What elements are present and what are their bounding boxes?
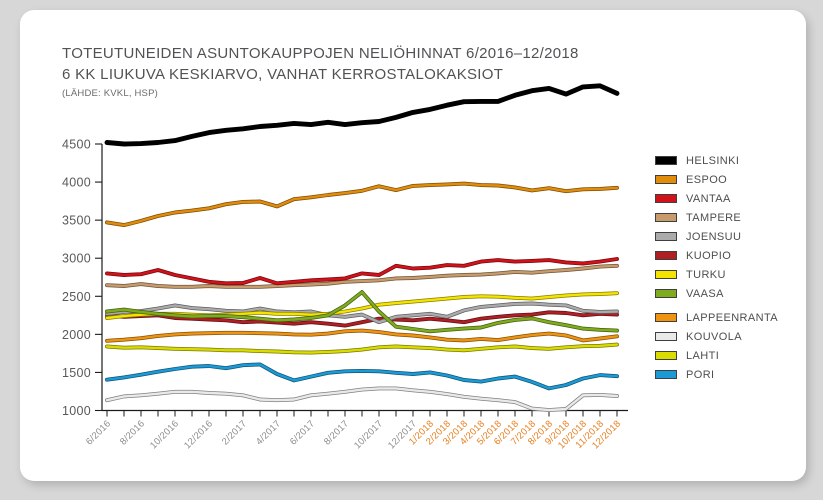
legend-swatch-pori bbox=[655, 370, 677, 379]
legend-label: KOUVOLA bbox=[686, 330, 742, 343]
legend-label: TURKU bbox=[686, 268, 726, 281]
legend-item-helsinki: HELSINKI bbox=[655, 151, 778, 170]
x-tick-label: 12/2016 bbox=[182, 418, 215, 451]
chart-title: TOTEUTUNEIDEN ASUNTOKAUPPOJEN NELIÖHINNA… bbox=[62, 45, 579, 62]
legend-swatch-joensuu bbox=[655, 232, 677, 241]
legend-label: VAASA bbox=[686, 287, 724, 300]
legend-swatch-kouvola bbox=[655, 332, 677, 341]
series-line-vantaa bbox=[105, 257, 619, 285]
legend-item-turku: TURKU bbox=[655, 265, 778, 284]
legend-item-kouvola: KOUVOLA bbox=[655, 327, 778, 346]
legend-swatch-turku bbox=[655, 270, 677, 279]
legend-label: ESPOO bbox=[686, 173, 728, 186]
series-line-kuopio bbox=[105, 311, 619, 327]
chart-source: (LÄHDE: KVKL, HSP) bbox=[62, 88, 158, 99]
legend-item-lappeenranta: LAPPEENRANTA bbox=[655, 308, 778, 327]
legend-item-pori: PORI bbox=[655, 365, 778, 384]
legend-item-tampere: TAMPERE bbox=[655, 208, 778, 227]
series-line-joensuu bbox=[105, 302, 619, 324]
y-tick-label: 3500 bbox=[62, 214, 91, 228]
legend-item-joensuu: JOENSUU bbox=[655, 227, 778, 246]
y-tick-label: 2000 bbox=[62, 328, 91, 342]
legend-item-vaasa: VAASA bbox=[655, 284, 778, 303]
legend-swatch-tampere bbox=[655, 213, 677, 222]
legend-swatch-kuopio bbox=[655, 251, 677, 260]
legend-label: LAPPEENRANTA bbox=[686, 311, 779, 324]
x-tick-label: 6/2017 bbox=[288, 418, 317, 447]
legend-label: VANTAA bbox=[686, 192, 731, 205]
chart-header: TOTEUTUNEIDEN ASUNTOKAUPPOJEN NELIÖHINNA… bbox=[62, 43, 579, 99]
y-tick-label: 4500 bbox=[62, 138, 91, 152]
legend-swatch-vantaa bbox=[655, 194, 677, 203]
legend-label: TAMPERE bbox=[686, 211, 742, 224]
legend-item-vantaa: VANTAA bbox=[655, 189, 778, 208]
series-line-pori bbox=[105, 363, 619, 390]
series-line-helsinki bbox=[105, 84, 619, 146]
y-tick-label: 1500 bbox=[62, 366, 91, 380]
x-tick-label: 8/2016 bbox=[118, 418, 147, 447]
chart-card: TOTEUTUNEIDEN ASUNTOKAUPPOJEN NELIÖHINNA… bbox=[20, 10, 806, 481]
legend-label: JOENSUU bbox=[686, 230, 742, 243]
legend-item-kuopio: KUOPIO bbox=[655, 246, 778, 265]
series-line-kouvola bbox=[105, 387, 619, 412]
legend: HELSINKI ESPOO VANTAA TAMPERE JOENSUU KUOPIO T… bbox=[655, 151, 778, 384]
legend-item-espoo: ESPOO bbox=[655, 170, 778, 189]
y-tick-label: 2500 bbox=[62, 290, 91, 304]
series-line-lahti bbox=[105, 343, 619, 354]
legend-swatch-lappeenranta bbox=[655, 313, 677, 322]
series-line-lappeenranta bbox=[105, 329, 619, 342]
series-line-vaasa bbox=[105, 290, 619, 333]
legend-label: HELSINKI bbox=[686, 154, 740, 167]
x-tick-label: 8/2017 bbox=[322, 418, 351, 447]
y-tick-label: 1000 bbox=[62, 404, 91, 418]
x-tick-label: 10/2017 bbox=[352, 418, 385, 451]
legend-item-lahti: LAHTI bbox=[655, 346, 778, 365]
x-tick-label: 2/2017 bbox=[220, 418, 249, 447]
y-tick-label: 3000 bbox=[62, 252, 91, 266]
legend-swatch-espoo bbox=[655, 175, 677, 184]
legend-swatch-helsinki bbox=[655, 156, 677, 165]
series-line-espoo bbox=[105, 182, 619, 227]
x-tick-label: 6/2016 bbox=[84, 418, 113, 447]
legend-label: PORI bbox=[686, 368, 715, 381]
y-tick-label: 4000 bbox=[62, 176, 91, 190]
legend-label: KUOPIO bbox=[686, 249, 732, 262]
series-line-tampere bbox=[105, 264, 619, 288]
legend-swatch-lahti bbox=[655, 351, 677, 360]
chart-subtitle: 6 KK LIUKUVA KESKIARVO, VANHAT KERROSTAL… bbox=[62, 66, 504, 83]
series-line-casing-lappeenranta bbox=[105, 328, 619, 343]
legend-label: LAHTI bbox=[686, 349, 720, 362]
x-tick-label: 10/2016 bbox=[148, 418, 181, 451]
legend-swatch-vaasa bbox=[655, 289, 677, 298]
x-tick-label: 4/2017 bbox=[254, 418, 283, 447]
